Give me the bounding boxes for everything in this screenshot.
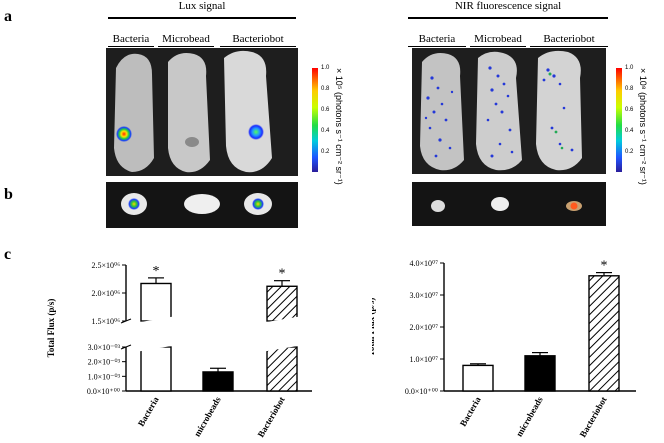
mouse-silhouette-2: [168, 53, 210, 173]
chart1-break-0-a: [137, 316, 175, 328]
chart1-break-0-b: [137, 340, 175, 352]
chart1-break-2-b: [263, 340, 301, 352]
chart1-ticklabel-upper-2: 2.5×10⁰⁶: [91, 261, 120, 270]
nir-cbar-tick-4: 0.4: [625, 128, 634, 134]
chart-nir-flux: 0.0×10⁺⁰⁰ 1.0×10⁰⁷ 2.0×10⁰⁷ 3.0×10⁰⁷ 4.0×10⁰…: [372, 259, 636, 439]
nir-cbar-tick-2: 0.8: [625, 86, 634, 92]
lux-rule: [108, 17, 296, 19]
chart2-ticklabel-1: 1.0×10⁰⁷: [409, 355, 438, 364]
chart1-ticklabel-lower-0: 0.0×10⁺⁰⁰: [87, 387, 120, 396]
nir-cbar-tick-5: 0.2: [625, 149, 634, 155]
chart2-bar-1: [524, 355, 556, 392]
nir-rule-bacteriobot: [530, 46, 608, 47]
chart-lux-flux: 1.5×10⁰⁶ 2.0×10⁰⁶ 2.5×10⁰⁶ 0.0×10⁺⁰⁰ 1.0×10⁻…: [46, 261, 312, 439]
nir-organ-strip: [412, 182, 606, 226]
mouse-silhouette-3: [224, 50, 272, 173]
chart1-ticklabel-upper-1: 2.0×10⁰⁶: [91, 289, 120, 298]
lux-rule-microbead: [158, 46, 214, 47]
lux-cbar-tick-2: 0.8: [321, 86, 330, 92]
chart1-bar-2-upper: [266, 285, 298, 322]
nir-cbar-unit: × 10⁸ (photons s⁻¹ cm⁻² sr⁻¹): [638, 68, 648, 185]
chart2-ticklabel-2: 2.0×10⁰⁷: [409, 323, 438, 332]
nir-cbar-tick-1: 1.0: [625, 65, 634, 71]
chart1-star-2: *: [279, 267, 286, 282]
nir-colorbar: [616, 68, 622, 172]
chart1-ticklabel-upper-0: 1.5×10⁰⁶: [91, 317, 120, 326]
chart2-star-2: *: [601, 259, 608, 274]
chart2-ticklabel-4: 4.0×10⁰⁷: [409, 259, 438, 268]
panel-letter-c: c: [4, 246, 12, 263]
chart2-ticklabel-0: 0.0×10⁺⁰⁰: [405, 387, 438, 396]
nir-rule-microbead: [470, 46, 526, 47]
chart1-axisbreak-a: [120, 318, 132, 324]
chart1-bar-0-lower: [140, 346, 172, 392]
lux-rule-bacteriobot: [220, 46, 296, 47]
nir-cbar-tick-3: 0.6: [625, 107, 634, 113]
nir-mouse-silhouette-3: [536, 50, 582, 171]
chart2-xlabel-1: microbeads: [514, 395, 545, 439]
chart1-ticklabel-lower-2: 2.0×10⁻⁰³: [88, 358, 121, 367]
nir-mouse-image: [412, 48, 606, 174]
chart1-ylabel: Total Flux (p/s): [46, 299, 56, 358]
lux-cbar-tick-1: 1.0: [321, 65, 330, 71]
lux-label-microbead: Microbead: [162, 33, 210, 45]
nir-label-bacteria: Bacteria: [418, 33, 456, 45]
lux-title: Lux signal: [178, 0, 226, 12]
lux-label-bacteriobot: Bacteriobot: [232, 33, 284, 45]
nir-rule-bacteria: [408, 46, 466, 47]
lux-cbar-tick-4: 0.4: [321, 128, 330, 134]
chart1-xlabel-2: Bacteriobot: [256, 395, 287, 439]
chart1-xlabel-0: Bacteria: [136, 395, 161, 429]
lux-rule-bacteria: [108, 46, 154, 47]
chart2-xlabel-2: Bacteriobot: [578, 395, 609, 439]
chart1-star-0: *: [153, 264, 160, 279]
mouse-silhouette-1: [114, 53, 154, 172]
chart1-axisbreak-b: [120, 344, 132, 350]
lux-colorbar: [312, 68, 318, 172]
chart2-bar-2: [588, 275, 620, 392]
lux-cbar-tick-5: 0.2: [321, 149, 330, 155]
lux-mouse-image: [106, 48, 298, 176]
chart2-xlabel-0: Bacteria: [458, 395, 483, 429]
lux-label-bacteria: Bacteria: [112, 33, 150, 45]
panel-letter-a: a: [4, 8, 12, 25]
nir-mouse-silhouette-1: [420, 53, 464, 171]
chart2-ticklabel-3: 3.0×10⁰⁷: [409, 291, 438, 300]
chart1-break-2-a: [263, 316, 301, 328]
lux-organ-strip: [106, 182, 298, 228]
chart2-bar-0: [462, 364, 494, 392]
lux-cbar-tick-3: 0.6: [321, 107, 330, 113]
lux-cbar-unit: × 10⁵ (photons s⁻¹ cm⁻² sr⁻¹): [334, 68, 344, 185]
chart1-bar-1: [202, 371, 234, 392]
chart1-bar-2-lower: [266, 346, 298, 392]
chart1-ticklabel-lower-3: 3.0×10⁻⁰³: [88, 343, 121, 352]
nir-rule: [408, 17, 608, 19]
nir-label-microbead: Microbead: [474, 33, 522, 45]
chart1-xlabel-1: microbeads: [192, 395, 223, 439]
chart1-bar-0-upper: [140, 282, 172, 322]
chart1-ticklabel-lower-1: 1.0×10⁻⁰³: [88, 372, 121, 381]
chart2-ylabel: Total Flux (p/s): [372, 298, 376, 357]
nir-title: NIR fluorescence signal: [454, 0, 562, 12]
panel-letter-b: b: [4, 186, 13, 203]
nir-label-bacteriobot: Bacteriobot: [543, 33, 595, 45]
nir-mouse-silhouette-2: [476, 51, 522, 171]
